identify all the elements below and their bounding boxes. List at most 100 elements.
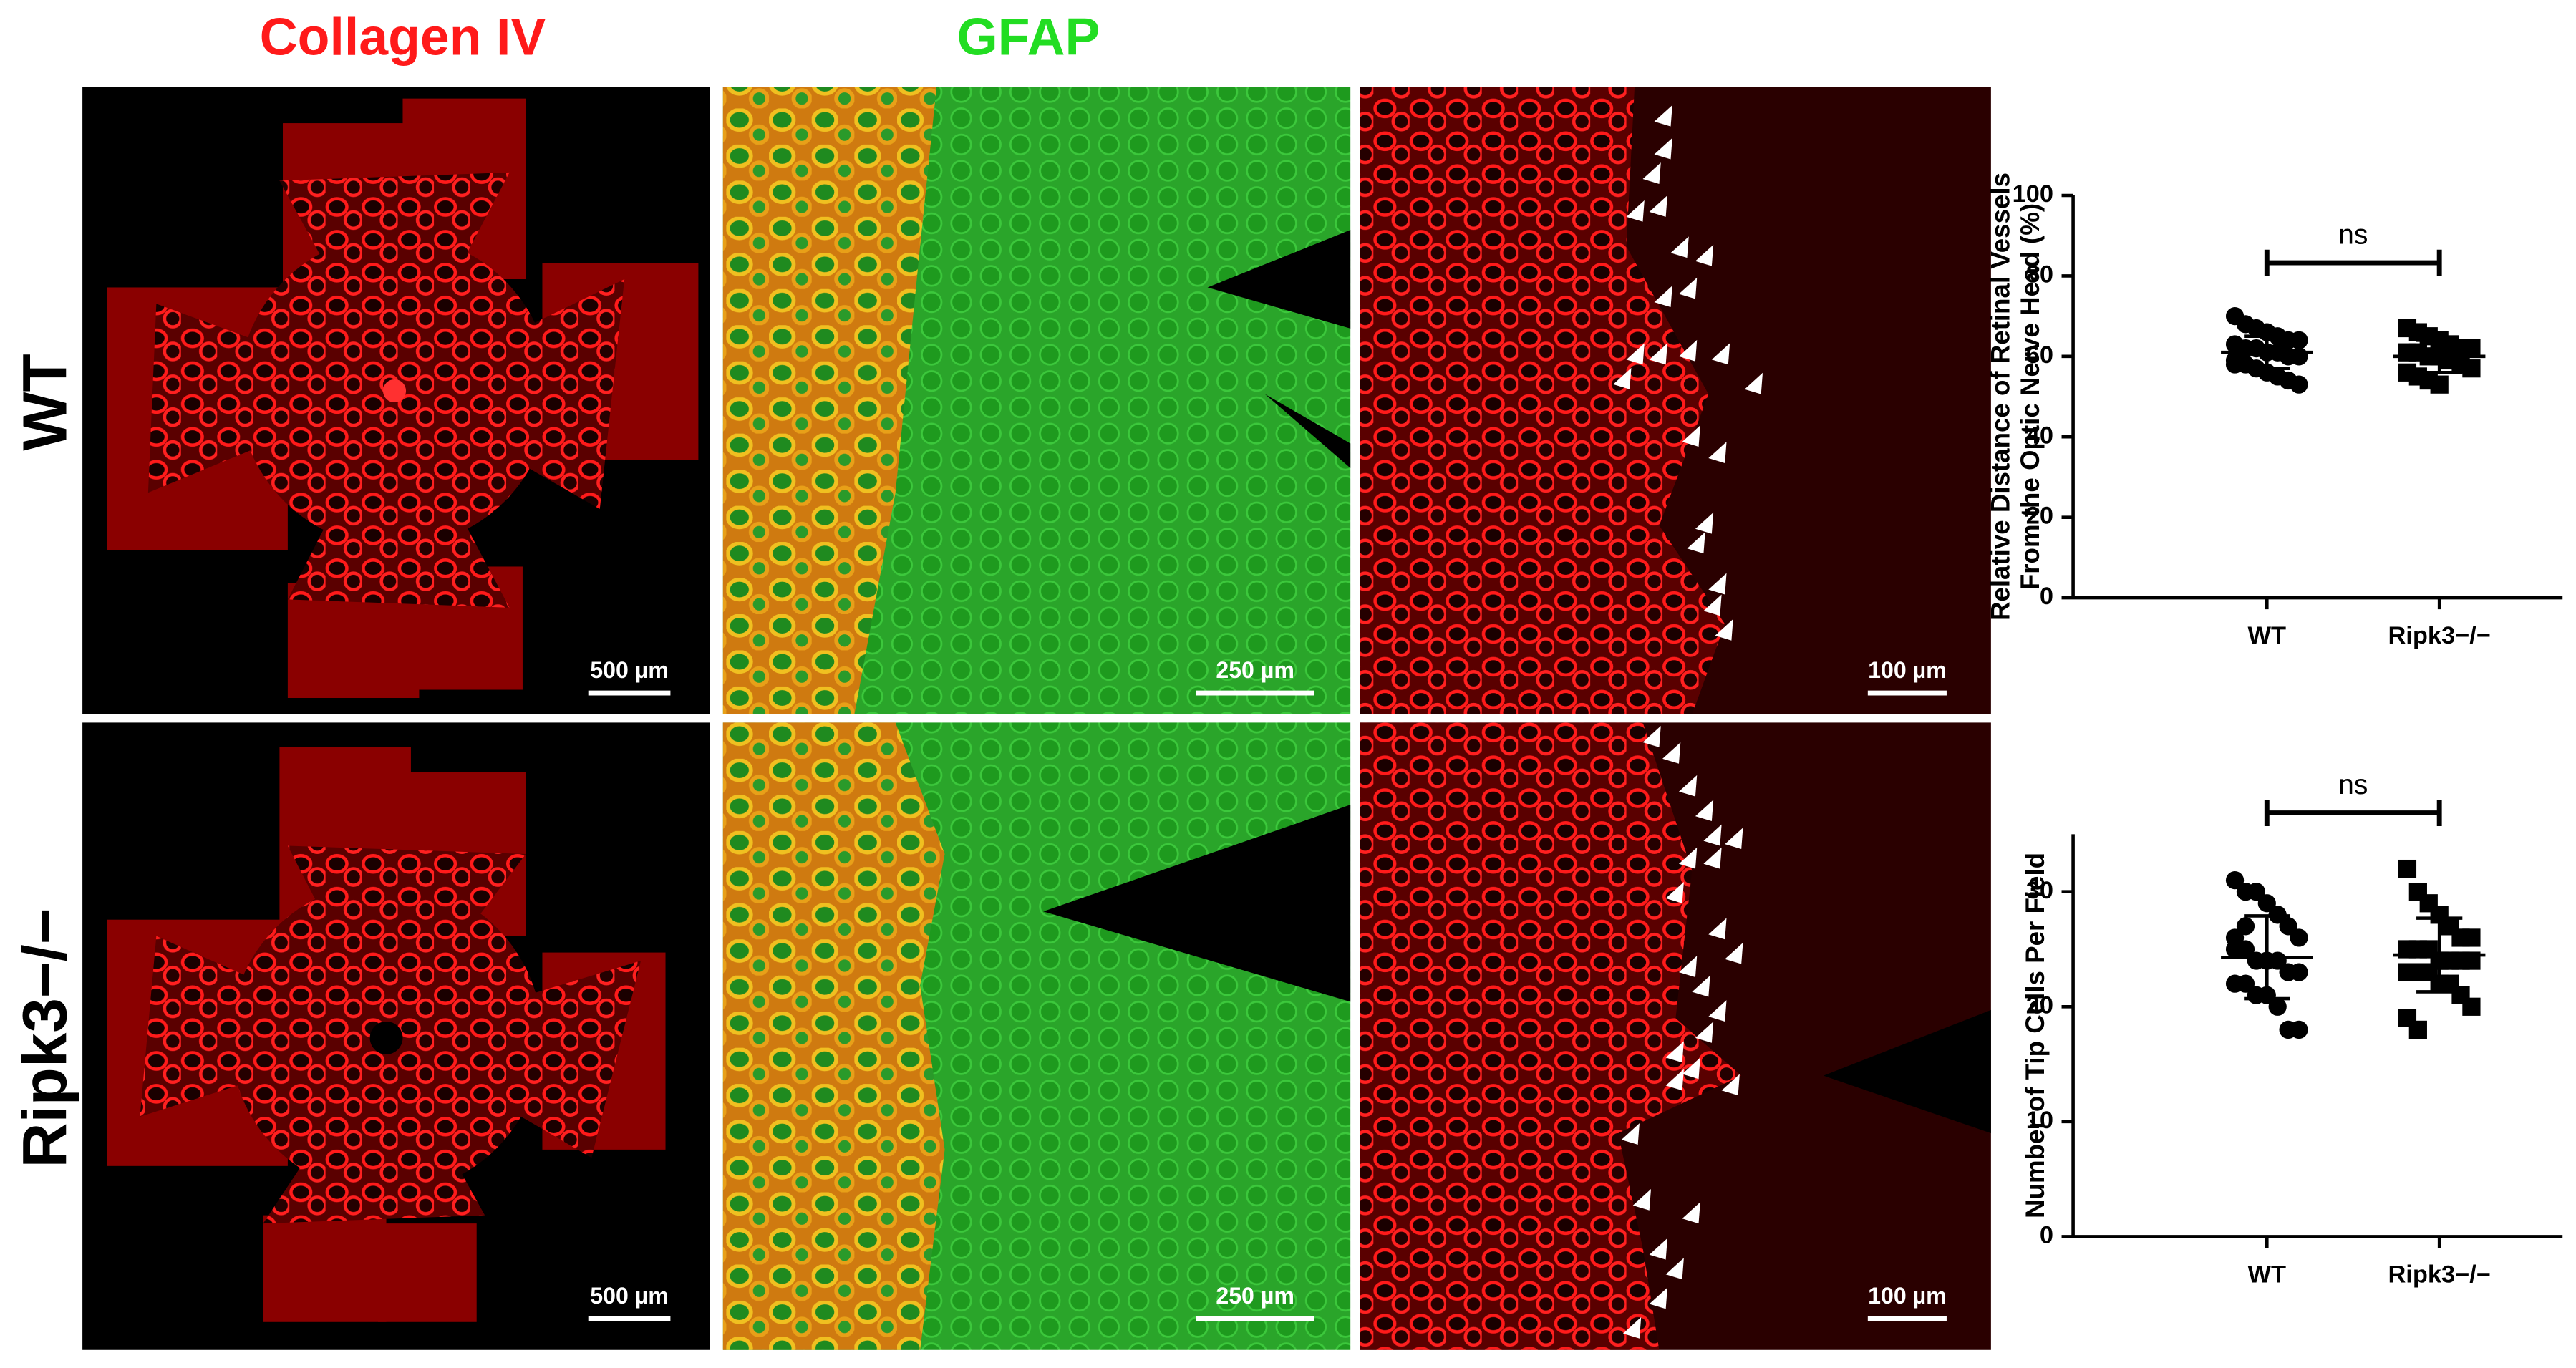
retina-flatmount xyxy=(107,747,666,1322)
arrowhead xyxy=(1695,800,1714,822)
scale-bars: 500 µm 250 µm 100 µm 500 µm 250 µm 100 µm xyxy=(588,657,1947,1321)
arrowhead xyxy=(1695,1021,1714,1043)
arrowhead xyxy=(1708,918,1727,940)
scale-bar-label: 100 µm xyxy=(1868,1283,1947,1309)
x-tick-label: Ripk3−/− xyxy=(2388,622,2490,649)
micrographs xyxy=(82,87,1991,1350)
y-tick-label: 80 xyxy=(2026,261,2053,288)
data-point xyxy=(2257,894,2276,913)
arrowhead xyxy=(1665,881,1684,903)
data-point xyxy=(2290,928,2308,947)
arrowhead xyxy=(1665,1258,1684,1280)
arrowhead xyxy=(1670,236,1689,258)
significance-bracket xyxy=(2264,800,2442,826)
y-tick-label: 10 xyxy=(2026,1107,2053,1134)
annotation: ns xyxy=(2338,220,2368,251)
arrowhead xyxy=(1682,425,1700,447)
data-point xyxy=(2462,997,2481,1016)
arrowhead xyxy=(1687,532,1705,554)
x-tick-label: WT xyxy=(2248,622,2287,649)
scale-bar-label: 100 µm xyxy=(1868,657,1947,683)
significance-bracket xyxy=(2264,249,2442,276)
arrowhead xyxy=(1649,1238,1667,1260)
arrowhead xyxy=(1721,1074,1740,1096)
data-point xyxy=(2462,928,2481,947)
y-tick-label: 0 xyxy=(2040,583,2053,610)
data-point xyxy=(2236,940,2255,959)
column-title: Collagen IV xyxy=(260,8,546,67)
arrowhead xyxy=(1642,726,1661,747)
scale-bar-label: 500 µm xyxy=(590,1283,669,1309)
arrowhead xyxy=(1626,343,1645,365)
data-point xyxy=(2408,1020,2427,1039)
y-tick-label: 60 xyxy=(2026,341,2053,369)
scale-bar-label: 250 µm xyxy=(1216,1283,1294,1309)
data-point xyxy=(2247,883,2265,901)
y-axis-label: Number of Tip Cells Per Field xyxy=(2020,853,2050,1218)
arrowhead xyxy=(1679,956,1698,977)
arrowhead xyxy=(1665,1041,1684,1063)
x-tick-label: Ripk3−/− xyxy=(2388,1261,2490,1289)
scale-bar-label: 500 µm xyxy=(590,657,669,683)
arrowhead xyxy=(1708,442,1727,463)
arrowhead xyxy=(1649,1287,1667,1309)
y-tick-label: 100 xyxy=(2013,180,2053,208)
y-tick-label: 20 xyxy=(2026,991,2053,1019)
arrowhead xyxy=(1632,1188,1651,1211)
arrowhead xyxy=(1715,618,1733,641)
arrowhead xyxy=(1626,200,1645,222)
arrowhead xyxy=(1654,286,1672,307)
arrowhead xyxy=(1703,594,1722,616)
y-tick-label: 0 xyxy=(2040,1222,2053,1249)
data-point xyxy=(2225,355,2245,374)
arrowhead xyxy=(1725,942,1743,964)
arrowheads xyxy=(1613,105,1763,1339)
arrowhead xyxy=(1649,343,1667,365)
data-point xyxy=(2290,331,2308,349)
data-point xyxy=(2290,963,2308,981)
annotation: ns xyxy=(2338,770,2368,800)
arrowhead xyxy=(1679,277,1698,299)
y-axis-label: Relative Distance of Retinal Vessels xyxy=(1986,173,2015,621)
arrowhead xyxy=(1649,195,1667,217)
data-point xyxy=(2225,928,2245,947)
data-point xyxy=(2290,1020,2308,1039)
y-tick-label: 20 xyxy=(2026,503,2053,530)
arrowhead xyxy=(1654,137,1672,160)
data-point xyxy=(2279,917,2297,936)
y-tick-label: 30 xyxy=(2026,877,2053,904)
data-point xyxy=(2290,347,2308,366)
arrowhead xyxy=(1711,343,1730,365)
arrowhead xyxy=(1695,244,1714,266)
arrowhead xyxy=(1662,742,1681,764)
arrowhead xyxy=(1613,367,1632,389)
data-point xyxy=(2268,997,2287,1016)
row-label: WT xyxy=(10,354,79,451)
arrowhead xyxy=(1703,824,1722,846)
x-tick-label: WT xyxy=(2248,1261,2287,1289)
y-tick-label: 40 xyxy=(2026,422,2053,449)
arrowhead xyxy=(1744,372,1763,394)
arrowhead xyxy=(1679,775,1698,797)
retina-flatmount xyxy=(107,98,699,698)
arrowhead xyxy=(1623,1316,1642,1339)
arrowhead xyxy=(1642,162,1661,184)
data-point xyxy=(2236,974,2255,993)
arrowhead xyxy=(1679,847,1698,869)
data-point xyxy=(2225,871,2245,890)
y-axis-label: From the Optic Nerve Head (%) xyxy=(2015,203,2045,590)
data-point xyxy=(2398,859,2417,878)
arrowhead xyxy=(1692,975,1710,997)
arrowhead xyxy=(1665,1069,1684,1091)
arrowhead xyxy=(1682,1202,1700,1224)
data-point xyxy=(2451,351,2470,370)
arrowhead xyxy=(1695,512,1714,534)
arrowhead xyxy=(1679,339,1698,362)
arrowhead xyxy=(1708,573,1727,595)
data-point xyxy=(2236,917,2255,936)
arrowhead xyxy=(1703,847,1722,869)
column-title: GFAP xyxy=(957,8,1100,67)
arrowhead xyxy=(1725,828,1743,850)
